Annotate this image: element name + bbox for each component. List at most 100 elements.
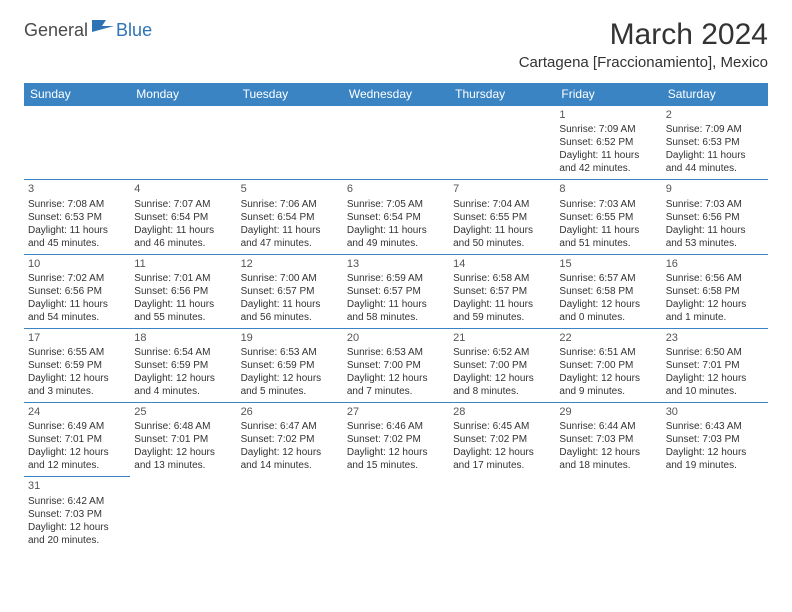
day-cell: 2Sunrise: 7:09 AMSunset: 6:53 PMDaylight… xyxy=(662,106,768,180)
day-cell: 19Sunrise: 6:53 AMSunset: 6:59 PMDayligh… xyxy=(237,328,343,402)
day-info-line: and 19 minutes. xyxy=(666,459,764,472)
empty-cell xyxy=(237,477,343,551)
day-number: 12 xyxy=(241,257,339,271)
day-info-line: Daylight: 11 hours xyxy=(559,224,657,237)
day-number: 26 xyxy=(241,405,339,419)
day-info-line: Sunset: 6:58 PM xyxy=(559,285,657,298)
day-info-line: and 15 minutes. xyxy=(347,459,445,472)
day-info-line: Sunset: 7:00 PM xyxy=(559,359,657,372)
day-info-line: Daylight: 12 hours xyxy=(347,372,445,385)
day-info-line: Daylight: 12 hours xyxy=(666,446,764,459)
day-cell: 1Sunrise: 7:09 AMSunset: 6:52 PMDaylight… xyxy=(555,106,661,180)
day-number: 5 xyxy=(241,182,339,196)
day-info-line: Sunrise: 6:53 AM xyxy=(241,346,339,359)
day-info-line: Sunset: 6:57 PM xyxy=(347,285,445,298)
day-info-line: Daylight: 12 hours xyxy=(559,446,657,459)
day-cell: 13Sunrise: 6:59 AMSunset: 6:57 PMDayligh… xyxy=(343,254,449,328)
day-info-line: Daylight: 11 hours xyxy=(28,224,126,237)
day-info-line: and 9 minutes. xyxy=(559,385,657,398)
day-cell: 28Sunrise: 6:45 AMSunset: 7:02 PMDayligh… xyxy=(449,403,555,477)
day-info-line: Sunset: 7:02 PM xyxy=(453,433,551,446)
day-info-line: and 1 minute. xyxy=(666,311,764,324)
day-header-saturday: Saturday xyxy=(662,83,768,106)
day-info-line: Sunset: 6:53 PM xyxy=(666,136,764,149)
day-info-line: Sunrise: 7:07 AM xyxy=(134,198,232,211)
day-cell: 9Sunrise: 7:03 AMSunset: 6:56 PMDaylight… xyxy=(662,180,768,254)
day-cell: 22Sunrise: 6:51 AMSunset: 7:00 PMDayligh… xyxy=(555,328,661,402)
day-cell: 18Sunrise: 6:54 AMSunset: 6:59 PMDayligh… xyxy=(130,328,236,402)
day-cell: 7Sunrise: 7:04 AMSunset: 6:55 PMDaylight… xyxy=(449,180,555,254)
day-info-line: Sunset: 6:55 PM xyxy=(559,211,657,224)
day-cell: 5Sunrise: 7:06 AMSunset: 6:54 PMDaylight… xyxy=(237,180,343,254)
empty-cell xyxy=(237,106,343,180)
week-row: 1Sunrise: 7:09 AMSunset: 6:52 PMDaylight… xyxy=(24,106,768,180)
day-number: 8 xyxy=(559,182,657,196)
day-info-line: Sunset: 7:01 PM xyxy=(666,359,764,372)
day-info-line: Daylight: 11 hours xyxy=(134,224,232,237)
day-info-line: Sunrise: 6:59 AM xyxy=(347,272,445,285)
day-info-line: Sunset: 7:02 PM xyxy=(347,433,445,446)
day-info-line: and 42 minutes. xyxy=(559,162,657,175)
day-info-line: Sunset: 7:00 PM xyxy=(453,359,551,372)
day-info-line: Daylight: 12 hours xyxy=(28,521,126,534)
day-info-line: Daylight: 12 hours xyxy=(134,372,232,385)
day-info-line: Sunrise: 7:02 AM xyxy=(28,272,126,285)
day-info-line: Sunrise: 6:52 AM xyxy=(453,346,551,359)
day-info-line: Daylight: 11 hours xyxy=(666,149,764,162)
day-info-line: Sunset: 7:03 PM xyxy=(559,433,657,446)
empty-cell xyxy=(449,477,555,551)
day-info-line: Sunset: 6:56 PM xyxy=(28,285,126,298)
day-number: 27 xyxy=(347,405,445,419)
day-info-line: and 14 minutes. xyxy=(241,459,339,472)
day-cell: 15Sunrise: 6:57 AMSunset: 6:58 PMDayligh… xyxy=(555,254,661,328)
day-info-line: Daylight: 11 hours xyxy=(28,298,126,311)
day-info-line: Daylight: 12 hours xyxy=(347,446,445,459)
day-info-line: Sunset: 7:02 PM xyxy=(241,433,339,446)
day-info-line: Daylight: 12 hours xyxy=(134,446,232,459)
location: Cartagena [Fraccionamiento], Mexico xyxy=(519,54,768,71)
day-info-line: Sunrise: 6:48 AM xyxy=(134,420,232,433)
day-number: 7 xyxy=(453,182,551,196)
week-row: 24Sunrise: 6:49 AMSunset: 7:01 PMDayligh… xyxy=(24,403,768,477)
day-info-line: and 49 minutes. xyxy=(347,237,445,250)
day-info-line: Sunset: 6:52 PM xyxy=(559,136,657,149)
month-title: March 2024 xyxy=(519,18,768,52)
flag-icon xyxy=(92,18,114,37)
logo-word2: Blue xyxy=(116,20,152,41)
day-info-line: and 47 minutes. xyxy=(241,237,339,250)
day-info-line: Sunrise: 6:44 AM xyxy=(559,420,657,433)
day-info-line: Sunrise: 7:03 AM xyxy=(559,198,657,211)
day-info-line: Sunrise: 7:03 AM xyxy=(666,198,764,211)
day-info-line: Sunrise: 7:09 AM xyxy=(559,123,657,136)
empty-cell xyxy=(555,477,661,551)
day-info-line: Sunrise: 6:58 AM xyxy=(453,272,551,285)
day-number: 17 xyxy=(28,331,126,345)
day-cell: 12Sunrise: 7:00 AMSunset: 6:57 PMDayligh… xyxy=(237,254,343,328)
day-number: 18 xyxy=(134,331,232,345)
day-number: 9 xyxy=(666,182,764,196)
day-info-line: and 5 minutes. xyxy=(241,385,339,398)
day-info-line: and 53 minutes. xyxy=(666,237,764,250)
day-info-line: Sunrise: 6:54 AM xyxy=(134,346,232,359)
day-info-line: and 0 minutes. xyxy=(559,311,657,324)
week-row: 10Sunrise: 7:02 AMSunset: 6:56 PMDayligh… xyxy=(24,254,768,328)
day-info-line: Daylight: 12 hours xyxy=(241,372,339,385)
day-info-line: Daylight: 11 hours xyxy=(666,224,764,237)
day-info-line: Sunset: 6:56 PM xyxy=(134,285,232,298)
day-info-line: Sunrise: 7:00 AM xyxy=(241,272,339,285)
day-number: 22 xyxy=(559,331,657,345)
day-info-line: Sunset: 7:03 PM xyxy=(666,433,764,446)
day-info-line: Daylight: 12 hours xyxy=(241,446,339,459)
day-cell: 14Sunrise: 6:58 AMSunset: 6:57 PMDayligh… xyxy=(449,254,555,328)
day-info-line: and 3 minutes. xyxy=(28,385,126,398)
day-cell: 25Sunrise: 6:48 AMSunset: 7:01 PMDayligh… xyxy=(130,403,236,477)
day-info-line: and 58 minutes. xyxy=(347,311,445,324)
day-cell: 20Sunrise: 6:53 AMSunset: 7:00 PMDayligh… xyxy=(343,328,449,402)
day-cell: 29Sunrise: 6:44 AMSunset: 7:03 PMDayligh… xyxy=(555,403,661,477)
day-info-line: and 8 minutes. xyxy=(453,385,551,398)
day-number: 19 xyxy=(241,331,339,345)
day-info-line: Sunset: 7:00 PM xyxy=(347,359,445,372)
day-info-line: and 50 minutes. xyxy=(453,237,551,250)
day-info-line: Sunrise: 7:09 AM xyxy=(666,123,764,136)
empty-cell xyxy=(24,106,130,180)
